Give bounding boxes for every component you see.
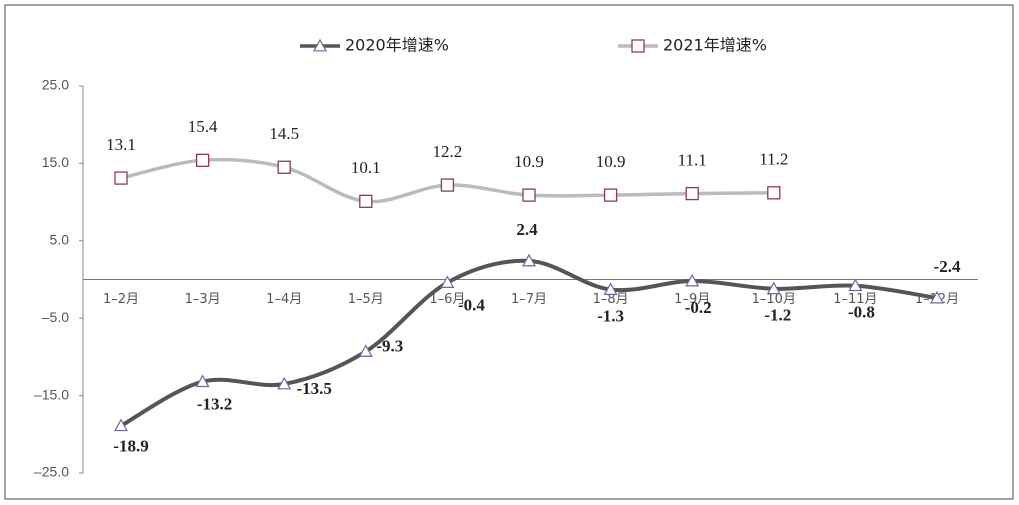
marker — [685, 186, 699, 201]
data-label: 11.2 — [759, 150, 788, 169]
marker — [440, 275, 455, 288]
data-label: 2.4 — [516, 220, 538, 239]
series-line — [120, 258, 938, 428]
x-tick-label: 1–11月 — [833, 292, 877, 307]
marker — [440, 178, 455, 192]
data-label: -0.4 — [458, 296, 485, 315]
marker — [929, 290, 945, 304]
marker — [522, 188, 536, 202]
legend-marker — [631, 39, 645, 53]
marker — [521, 253, 537, 267]
x-tick-label: 1–8月 — [593, 292, 629, 307]
x-tick-label: 1–6月 — [429, 292, 465, 307]
frame — [4, 4, 1014, 500]
x-tick-label: 1–5月 — [348, 292, 384, 307]
legend-marker — [312, 38, 328, 52]
y-tick-label: 25.0 — [42, 77, 69, 93]
data-label: 14.5 — [269, 124, 299, 143]
data-label: -18.9 — [113, 437, 148, 456]
data-label: -0.2 — [685, 298, 712, 317]
marker — [358, 344, 373, 357]
data-label: -1.2 — [764, 306, 791, 325]
data-label: 13.1 — [106, 135, 136, 154]
data-label: -13.5 — [296, 379, 331, 398]
y-tick-label: –5.0 — [42, 309, 69, 325]
data-label: -1.3 — [597, 306, 624, 325]
marker — [277, 376, 292, 390]
x-tick-label: 1–9月 — [674, 292, 710, 307]
data-label: 10.9 — [596, 152, 626, 171]
x-tick-label: 1–2月 — [103, 292, 139, 307]
x-tick-label: 1–7月 — [511, 292, 547, 307]
marker — [113, 418, 129, 432]
y-tick-label: 5.0 — [50, 232, 70, 248]
marker — [766, 281, 781, 295]
data-label: -2.4 — [934, 257, 961, 276]
y-tick-label: –15.0 — [34, 386, 69, 402]
y-tick-label: –25.0 — [34, 464, 69, 480]
y-tick-label: 15.0 — [42, 154, 69, 170]
legend-label: 2020年增速% — [345, 36, 449, 55]
marker — [195, 374, 210, 388]
data-label: 10.1 — [351, 158, 381, 177]
x-tick-label: 1–3月 — [185, 292, 221, 307]
data-label: 15.4 — [188, 117, 218, 136]
marker — [114, 171, 128, 185]
marker — [603, 282, 618, 295]
marker — [685, 273, 700, 287]
marker — [195, 153, 210, 167]
data-label: -0.8 — [848, 303, 875, 322]
marker — [603, 188, 618, 202]
data-label: 10.9 — [514, 152, 544, 171]
x-tick-label: 1–4月 — [266, 292, 302, 307]
data-label: -13.2 — [197, 395, 232, 414]
legend-label: 2021年增速% — [663, 36, 767, 55]
marker — [277, 160, 291, 174]
marker — [767, 186, 781, 200]
data-label: 11.1 — [678, 150, 707, 169]
marker — [848, 278, 863, 292]
x-tick-label: 1–10月 — [752, 292, 796, 307]
marker — [359, 194, 373, 208]
data-label: 12.2 — [433, 142, 463, 161]
data-label: -9.3 — [376, 336, 403, 355]
